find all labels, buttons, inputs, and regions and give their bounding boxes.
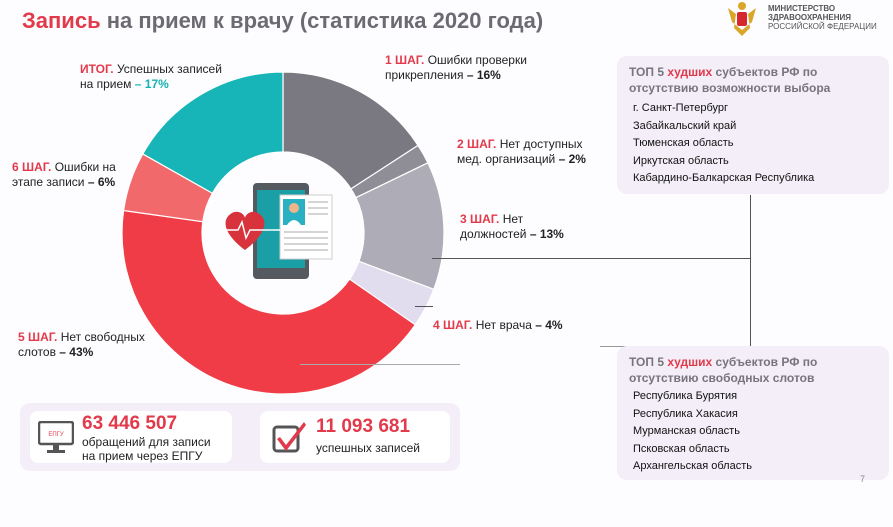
list-item: Забайкальский край [633, 119, 737, 132]
requests-caption: обращений для записи на прием через ЕПГУ [82, 435, 211, 463]
success-caption: успешных записей [316, 441, 421, 455]
coat-of-arms-icon [728, 2, 756, 36]
page-number: 7 [860, 474, 866, 484]
svg-text:ЕПГУ: ЕПГУ [48, 432, 64, 438]
label-step-1: 1 ШАГ. Ошибки проверки прикрепления – 16% [385, 53, 527, 82]
requests-card: ЕПГУ 63 446 507 обращений для записи на п… [30, 411, 232, 463]
list-item: Псковская область [633, 442, 730, 455]
list-item: Республика Хакасия [633, 407, 738, 420]
monitor-epgu-icon: ЕПГУ [38, 421, 74, 453]
page-title: Запись на прием к врачу (статистика 2020… [22, 8, 544, 33]
label-step-6: 6 ШАГ. Ошибки на этапе записи – 6% [12, 160, 116, 189]
list-item: Мурманская область [633, 425, 740, 437]
list-item: Тюменская область [633, 137, 734, 149]
list-item: Архангельская область [633, 460, 752, 472]
requests-value: 63 446 507 [82, 413, 178, 434]
stats-panel: ЕПГУ 63 446 507 обращений для записи на п… [20, 403, 460, 471]
label-step-5: 5 ШАГ. Нет свободных слотов – 43% [18, 330, 145, 359]
heart-icon [225, 211, 265, 250]
list-item: Кабардино-Балкарская Республика [633, 172, 815, 184]
leader-line [432, 258, 750, 259]
donut-slice-1 [282, 71, 419, 190]
list-item: Иркутская область [633, 154, 729, 167]
label-itog: ИТОГ. Успешных записей на прием – 17% [80, 62, 222, 91]
label-step-4: 4 ШАГ. Нет врача – 4% [433, 318, 563, 332]
label-step-3: 3 ШАГ. Нет должностей – 13% [460, 212, 564, 241]
leader-line [415, 306, 433, 307]
leader-line [300, 364, 460, 365]
checkmark-icon [272, 422, 306, 453]
top5-no-choice-box: ТОП 5 худших субъектов РФ по отсутствию … [617, 56, 889, 194]
label-step-2: 2 ШАГ. Нет доступных мед. организаций – 2… [457, 137, 586, 166]
ministry-logo-text: МИНИСТЕРСТВО ЗДРАВООХРАНЕНИЯ РОССИЙСКОЙ ФЕ… [768, 4, 877, 31]
donut-slice-7 [141, 71, 284, 195]
leader-line [750, 195, 751, 347]
donut-slice-5 [121, 209, 417, 395]
success-value: 11 093 681 [316, 416, 411, 437]
box-heading: ТОП 5 худших субъектов РФ по отсутствию … [629, 355, 818, 385]
list-item: г. Санкт-Петербург [633, 102, 729, 114]
phone-doctor-icon [220, 183, 333, 279]
success-card: 11 093 681 успешных записей [260, 411, 450, 463]
list-item: Республика Бурятия [633, 390, 738, 402]
top5-no-slots-box: ТОП 5 худших субъектов РФ по отсутствию … [617, 346, 889, 480]
box-heading: ТОП 5 худших субъектов РФ по отсутствию … [629, 65, 831, 95]
